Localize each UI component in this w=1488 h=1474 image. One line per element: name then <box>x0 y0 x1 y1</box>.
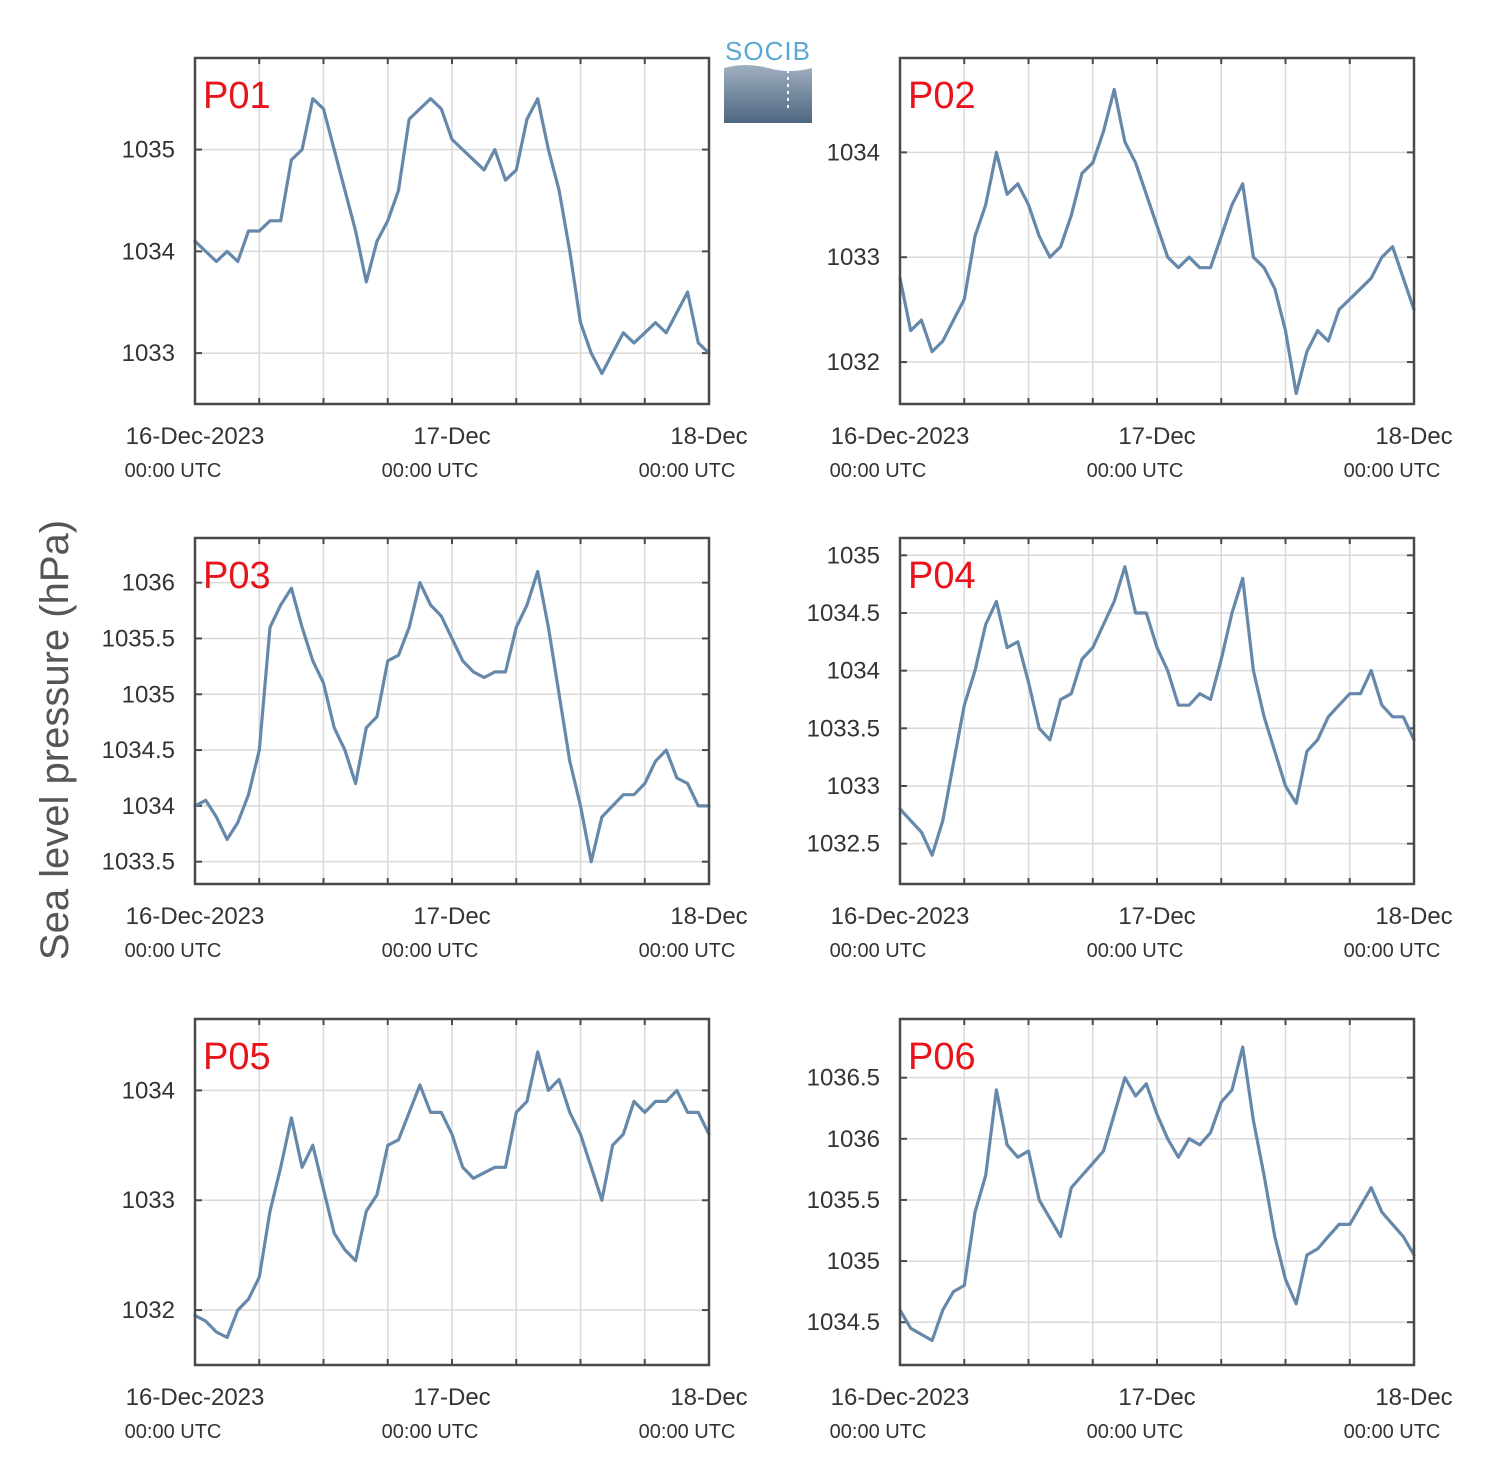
x-tick-sublabel: 00:00 UTC <box>1344 1421 1441 1443</box>
station-label: P01 <box>203 75 271 117</box>
x-tick-label: 17-Dec <box>413 423 490 450</box>
x-tick-sublabel: 00:00 UTC <box>1087 1421 1184 1443</box>
plot-frame <box>193 1017 711 1367</box>
y-tick-label: 1033.5 <box>102 849 175 876</box>
y-tick-label: 1035 <box>122 137 175 164</box>
y-tick-label: 1034 <box>122 793 175 820</box>
x-tick-sublabel: 00:00 UTC <box>125 460 222 482</box>
y-tick-label: 1035 <box>827 542 880 569</box>
x-tick-label: 18-Dec <box>1375 423 1452 450</box>
panel-p03: 1033.5 1034 1034.5 1035 1035.5 1036 16-Dec-202… <box>102 536 748 962</box>
series-line-p04 <box>898 565 1416 857</box>
x-tick-label: 17-Dec <box>1118 903 1195 930</box>
y-tick-label: 1036 <box>122 570 175 597</box>
x-tick-sublabel: 00:00 UTC <box>125 1421 222 1443</box>
y-tick-label: 1034 <box>122 238 175 265</box>
x-tick-sublabel: 00:00 UTC <box>382 460 479 482</box>
y-tick-label: 1032 <box>827 349 880 376</box>
x-tick-label: 16-Dec-2023 <box>831 423 970 450</box>
plot-frame <box>898 536 1416 886</box>
y-tick-label: 1034.5 <box>807 1309 880 1336</box>
x-tick-label: 16-Dec-2023 <box>126 423 265 450</box>
y-tick-label: 1036 <box>827 1126 880 1153</box>
x-tick-sublabel: 00:00 UTC <box>125 940 222 962</box>
y-tick-label: 1035.5 <box>807 1187 880 1214</box>
x-tick-label: 18-Dec <box>1375 903 1452 930</box>
x-tick-sublabel: 00:00 UTC <box>1344 940 1441 962</box>
y-tick-label: 1035.5 <box>102 625 175 652</box>
x-tick-sublabel: 00:00 UTC <box>639 940 736 962</box>
x-tick-label: 18-Dec <box>670 1384 747 1411</box>
plot-frame <box>898 56 1416 406</box>
y-tick-label: 1034 <box>827 658 880 685</box>
station-label: P03 <box>203 555 271 597</box>
y-tick-label: 1033 <box>122 1187 175 1214</box>
x-tick-sublabel: 00:00 UTC <box>639 1421 736 1443</box>
plot-frame <box>193 536 711 886</box>
x-tick-sublabel: 00:00 UTC <box>639 460 736 482</box>
x-tick-sublabel: 00:00 UTC <box>1087 460 1184 482</box>
panel-p04: 1032.5 1033 1033.5 1034 1034.5 1035 16-Dec-202… <box>807 536 1453 962</box>
panel-p01: 1033 1034 1035 16-Dec-2023 00:00 UTC 17-Dec 00… <box>122 56 748 482</box>
series-line-p06 <box>898 1045 1416 1343</box>
y-tick-label: 1034.5 <box>102 737 175 764</box>
y-tick-label: 1033 <box>827 244 880 271</box>
y-axis-label: Sea level pressure (hPa) <box>33 520 77 960</box>
panel-p05: 1032 1033 1034 16-Dec-2023 00:00 UTC 17-Dec 00… <box>122 1017 748 1443</box>
y-tick-label: 1034.5 <box>807 600 880 627</box>
x-tick-label: 16-Dec-2023 <box>831 1384 970 1411</box>
x-tick-sublabel: 00:00 UTC <box>1087 940 1184 962</box>
x-tick-label: 16-Dec-2023 <box>126 903 265 930</box>
x-tick-label: 17-Dec <box>413 1384 490 1411</box>
series-line-p02 <box>898 87 1416 396</box>
y-tick-label: 1035 <box>827 1248 880 1275</box>
panel-p02: 1032 1033 1034 16-Dec-2023 00:00 UTC 17-Dec 00… <box>827 56 1453 482</box>
x-tick-label: 18-Dec <box>670 903 747 930</box>
y-tick-label: 1033.5 <box>807 715 880 742</box>
y-tick-label: 1032 <box>122 1297 175 1324</box>
y-tick-label: 1033 <box>122 340 175 367</box>
series-line-p01 <box>193 97 711 376</box>
plot-frame <box>193 56 711 406</box>
y-tick-label: 1034 <box>122 1077 175 1104</box>
x-tick-label: 16-Dec-2023 <box>126 1384 265 1411</box>
series-line-p03 <box>193 569 711 864</box>
x-tick-sublabel: 00:00 UTC <box>830 460 927 482</box>
x-tick-label: 18-Dec <box>670 423 747 450</box>
panel-p06: 1034.5 1035 1035.5 1036 1036.5 16-Dec-2023 00:… <box>807 1017 1453 1443</box>
x-tick-sublabel: 00:00 UTC <box>382 940 479 962</box>
x-tick-sublabel: 00:00 UTC <box>382 1421 479 1443</box>
chart-panels: 1033 1034 1035 16-Dec-2023 00:00 UTC 17-Dec 00… <box>102 56 1453 1443</box>
x-tick-label: 17-Dec <box>1118 1384 1195 1411</box>
y-tick-label: 1036.5 <box>807 1065 880 1092</box>
x-tick-label: 16-Dec-2023 <box>831 903 970 930</box>
station-label: P05 <box>203 1036 271 1078</box>
logo-wave-icon <box>724 65 812 123</box>
x-tick-label: 17-Dec <box>413 903 490 930</box>
station-label: P02 <box>908 75 976 117</box>
y-tick-label: 1033 <box>827 773 880 800</box>
x-tick-label: 17-Dec <box>1118 423 1195 450</box>
x-tick-sublabel: 00:00 UTC <box>830 1421 927 1443</box>
y-tick-label: 1032.5 <box>807 831 880 858</box>
x-tick-sublabel: 00:00 UTC <box>1344 460 1441 482</box>
series-line-p05 <box>193 1050 711 1340</box>
x-tick-label: 18-Dec <box>1375 1384 1452 1411</box>
logo-text: SOCIB <box>725 36 811 66</box>
station-label: P04 <box>908 555 976 597</box>
socib-logo: SOCIB <box>724 36 812 123</box>
y-tick-label: 1035 <box>122 681 175 708</box>
station-label: P06 <box>908 1036 976 1078</box>
y-tick-label: 1034 <box>827 139 880 166</box>
x-tick-sublabel: 00:00 UTC <box>830 940 927 962</box>
plot-frame <box>898 1017 1416 1367</box>
